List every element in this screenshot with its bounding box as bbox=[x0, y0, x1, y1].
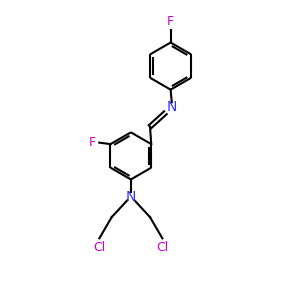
Text: Cl: Cl bbox=[93, 241, 106, 254]
Text: F: F bbox=[88, 136, 96, 149]
Text: N: N bbox=[167, 100, 177, 114]
Text: Cl: Cl bbox=[156, 241, 169, 254]
Text: F: F bbox=[167, 15, 174, 28]
Text: N: N bbox=[126, 190, 136, 203]
